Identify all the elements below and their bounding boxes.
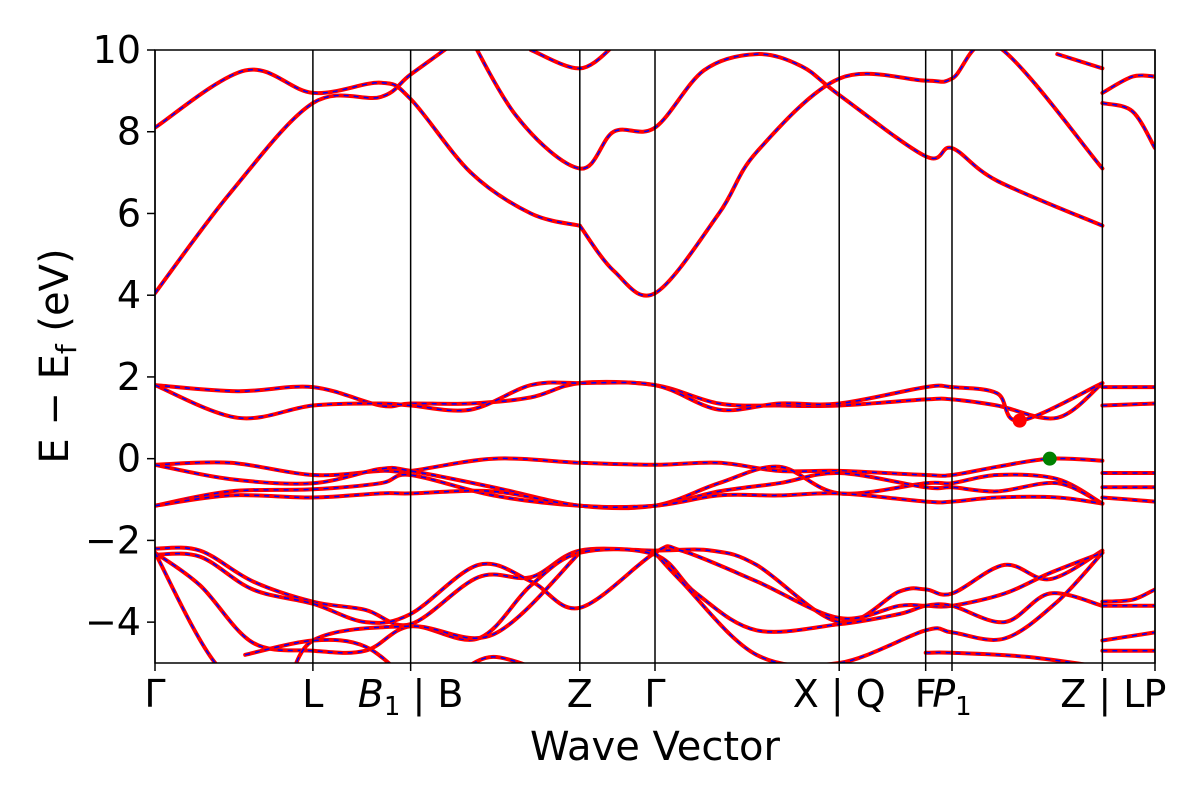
band-line-dashed	[1102, 102, 1155, 149]
y-tick-label: 2	[117, 355, 141, 399]
x-tick-label: Γ	[144, 672, 165, 716]
band-line	[155, 544, 1105, 625]
band-line	[155, 50, 448, 296]
band-line-dashed	[155, 545, 1103, 624]
band-line-dashed	[1102, 74, 1155, 94]
x-axis-label: Wave Vector	[530, 724, 781, 770]
band-line	[577, 50, 1105, 298]
band-line-dashed	[654, 552, 1103, 663]
x-tick-label: P	[1144, 672, 1167, 716]
cbm-marker	[1012, 413, 1027, 428]
band-line	[1100, 587, 1155, 604]
band-line	[470, 654, 527, 663]
band-line-dashed	[1102, 588, 1155, 603]
y-tick-label: −4	[85, 600, 141, 644]
x-tick-label: Z | L	[1060, 672, 1144, 717]
x-tick-label: F	[915, 672, 937, 716]
vbm-marker	[1042, 451, 1057, 466]
x-tick-label: L	[302, 672, 323, 716]
x-tick-label: B1 | B	[358, 672, 464, 722]
y-tick-label: 8	[117, 110, 141, 154]
band-line	[474, 50, 1105, 228]
y-axis-label: E − Ef (eV)	[32, 248, 83, 463]
band-line-dashed	[472, 656, 523, 663]
band-line	[653, 550, 1105, 663]
band-line	[155, 488, 1105, 510]
y-tick-label: 4	[117, 273, 141, 317]
band-line	[243, 637, 392, 663]
band-line-dashed	[579, 50, 1103, 297]
band-line-dashed	[1102, 631, 1155, 642]
band-line-dashed	[155, 50, 446, 294]
band-line-dashed	[155, 546, 1103, 627]
band-line-dashed	[155, 68, 580, 227]
x-tick-label: Γ	[644, 672, 665, 716]
band-line-dashed	[1102, 496, 1155, 503]
band-line-dashed	[155, 457, 1103, 477]
extrema-markers	[1012, 413, 1057, 466]
band-line	[155, 545, 1105, 628]
band-line-dashed	[155, 381, 1103, 420]
x-tick-label: P1	[932, 672, 971, 722]
band-line	[1100, 101, 1155, 151]
x-tick-label: X | Q	[793, 672, 886, 717]
band-line	[155, 67, 582, 228]
band-line-dashed	[245, 639, 390, 663]
band-line-dashed	[476, 50, 1103, 227]
band-line-dashed	[155, 552, 581, 663]
band-line	[1100, 630, 1155, 643]
band-line-dashed	[1102, 402, 1155, 407]
band-line-dashed	[155, 490, 1103, 508]
y-tick-label: 10	[93, 28, 141, 72]
y-tick-label: −2	[85, 518, 141, 562]
band-line	[1100, 73, 1155, 95]
kpath-lines	[154, 50, 1156, 663]
band-line-dashed	[1057, 53, 1103, 70]
y-axis-ticks: −4 −2 0 2 4 6 8 10	[85, 28, 155, 644]
y-tick-label: 0	[117, 437, 141, 481]
x-tick-label: Z	[567, 672, 593, 716]
y-tick-label: 6	[117, 191, 141, 235]
